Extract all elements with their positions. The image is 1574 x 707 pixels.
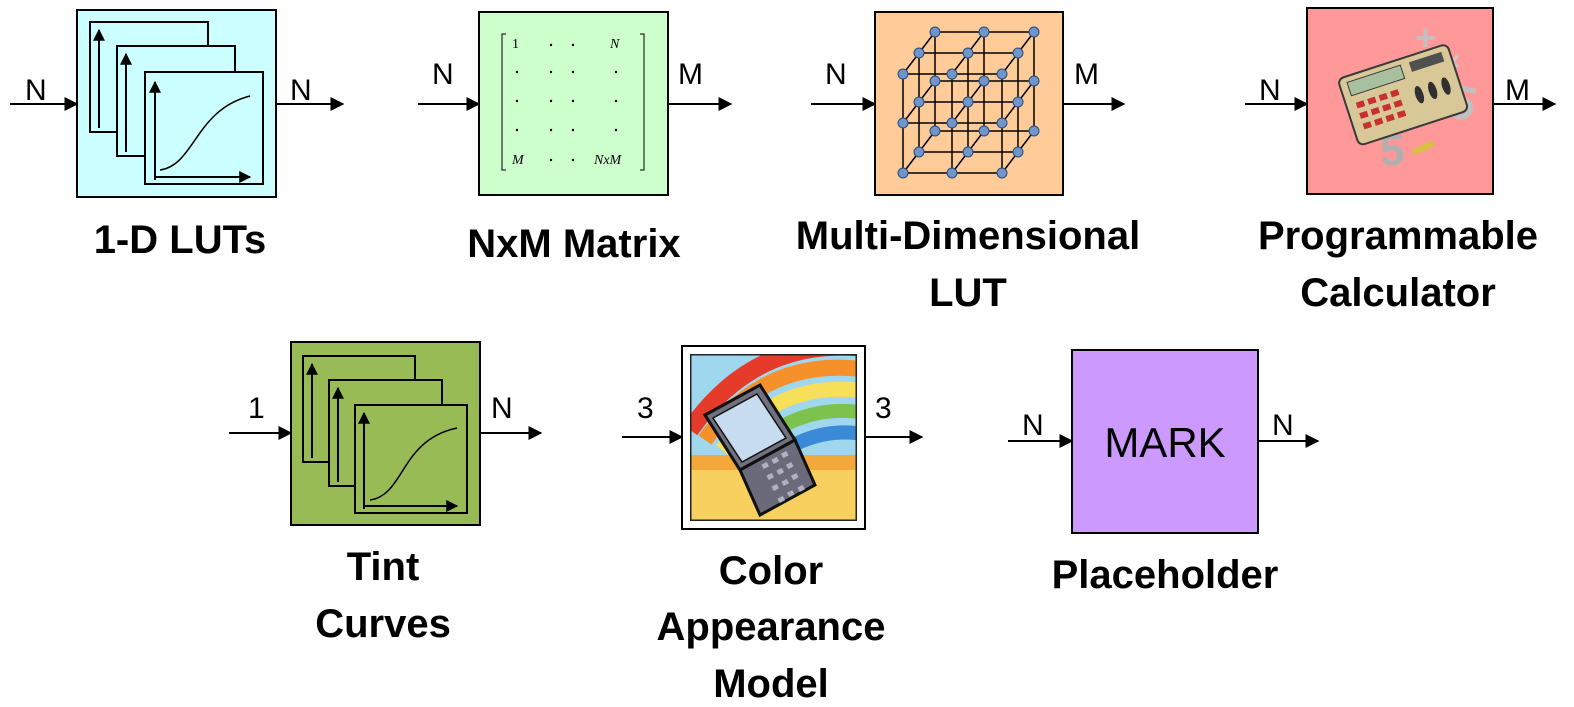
input-label: N: [825, 58, 847, 91]
block-box: [478, 11, 669, 196]
curve-stack-icon: [302, 355, 468, 514]
output-label: M: [678, 58, 703, 91]
block-label-line1: Programmable: [1258, 214, 1538, 258]
output-label: N: [290, 74, 312, 107]
rainbow-laptop-clipart-icon: [690, 354, 857, 521]
output-label: M: [1074, 58, 1099, 91]
block-box: [1071, 349, 1259, 534]
output-label: M: [1505, 74, 1530, 107]
lattice-cube-icon: [897, 26, 1040, 179]
svg-text:+: +: [1415, 17, 1436, 58]
output-label: N: [1272, 409, 1294, 442]
input-label: 3: [637, 392, 654, 425]
input-label: N: [432, 58, 454, 91]
block-label: NxM Matrix: [467, 222, 680, 266]
block-label-line3: Model: [713, 662, 829, 706]
input-label: 1: [248, 392, 265, 425]
input-label: N: [1259, 74, 1281, 107]
matrix-bottom-left: M: [511, 153, 525, 168]
output-label: N: [491, 392, 513, 425]
mark-text: MARK: [1104, 419, 1225, 466]
matrix-top-right: N: [609, 37, 620, 52]
block-programmable-calculator: N 1 5 5 + × M: [1245, 7, 1557, 315]
block-tint-curves: 1 N Tint Curves: [229, 341, 543, 646]
block-1d-luts: N N 1-D LUTs: [10, 9, 345, 262]
calculator-clipart-icon: 1 5 5 + ×: [1338, 17, 1482, 175]
block-label: 1-D LUTs: [94, 218, 267, 262]
block-color-appearance-model: 3: [622, 345, 924, 706]
block-label-line1: Color: [719, 549, 823, 593]
block-label-line2: Appearance: [657, 605, 886, 649]
output-label: 3: [875, 392, 892, 425]
block-label: Placeholder: [1052, 553, 1279, 597]
matrix-icon: 1 N M NxM: [501, 33, 645, 171]
matrix-bottom-right: NxM: [593, 153, 623, 168]
curve-stack-icon: [89, 21, 264, 185]
block-label-line2: Curves: [315, 602, 451, 646]
input-label: N: [25, 74, 47, 107]
block-mark-placeholder: N MARK N Placeholder: [1008, 349, 1320, 597]
block-label-line1: Multi-Dimensional: [796, 214, 1140, 258]
block-nxm-matrix: N 1 N M NxM M NxM Matrix: [418, 11, 733, 266]
block-label-line2: Calculator: [1300, 271, 1496, 315]
block-label-line1: Tint: [347, 545, 420, 589]
matrix-top-left: 1: [512, 37, 519, 52]
input-label: N: [1022, 409, 1044, 442]
block-multi-dimensional-lut: N: [796, 11, 1140, 315]
block-label-line2: LUT: [929, 271, 1007, 315]
